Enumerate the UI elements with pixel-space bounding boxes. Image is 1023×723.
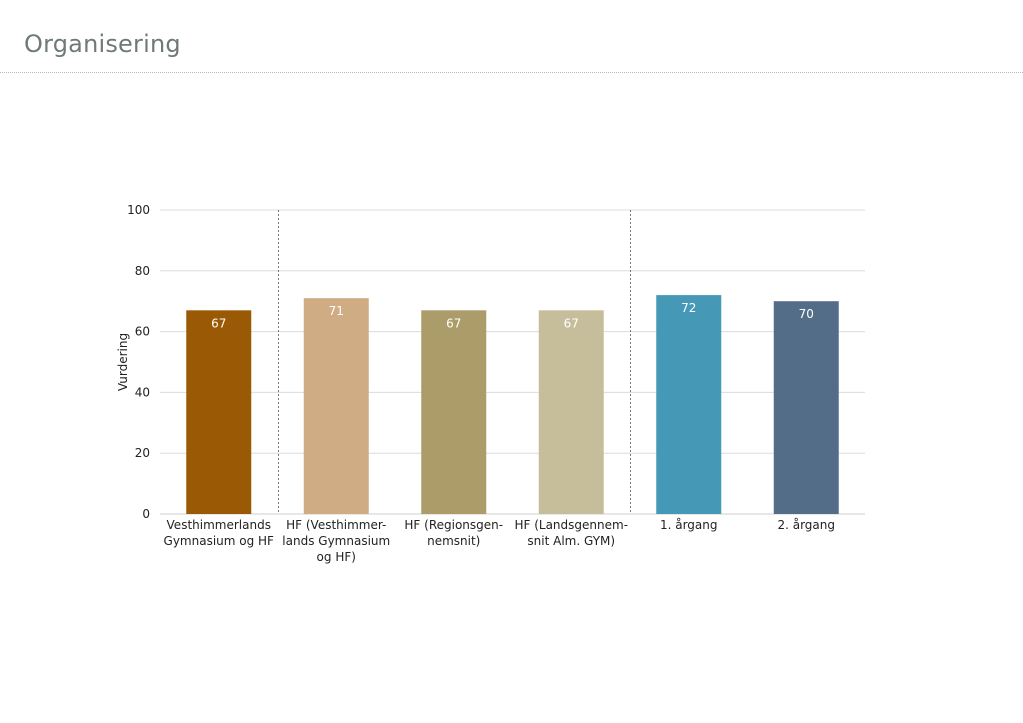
grid-lines (160, 209, 865, 515)
y-tick-label: 100 (127, 203, 150, 217)
bar (538, 310, 604, 514)
bar-value-label: 71 (329, 304, 344, 318)
data-labels: 67 71 67 67 72 70 (211, 301, 814, 330)
group-separators (278, 210, 631, 514)
bar-value-label: 67 (211, 316, 226, 330)
x-category-label: HF (Regionsgen- (404, 518, 503, 532)
y-axis-title: Vurdering (116, 333, 130, 391)
x-category-label: og HF) (317, 550, 356, 564)
x-category-label: HF (Landsgennem- (514, 518, 628, 532)
y-tick-label: 0 (142, 507, 150, 521)
y-tick-label: 60 (135, 325, 150, 339)
x-category-label: 2. årgang (777, 518, 835, 532)
bars (186, 295, 839, 514)
bar (421, 310, 487, 514)
y-axis-ticks: 0 20 40 60 80 100 (127, 203, 150, 521)
bar-value-label: 70 (799, 307, 814, 321)
bar (186, 310, 252, 514)
bar-value-label: 72 (681, 301, 696, 315)
x-category-label: lands Gymnasium (282, 534, 390, 548)
bar (773, 301, 839, 514)
y-tick-label: 20 (135, 446, 150, 460)
bar-value-label: 67 (446, 316, 461, 330)
bar (303, 298, 369, 514)
x-category-label: 1. årgang (660, 518, 718, 532)
y-tick-label: 80 (135, 264, 150, 278)
x-category-label: Vesthimmerlands (167, 518, 271, 532)
x-category-label: HF (Vesthimmer- (286, 518, 386, 532)
x-category-label: Gymnasium og HF (164, 534, 275, 548)
page-title: Organisering (24, 30, 181, 58)
x-category-label: nemsnit) (427, 534, 480, 548)
x-axis-categories: Vesthimmerlands Gymnasium og HF HF (Vesthi… (164, 518, 836, 564)
y-tick-label: 40 (135, 385, 150, 399)
title-divider (0, 72, 1023, 73)
bar-value-label: 67 (564, 316, 579, 330)
bar (656, 295, 722, 514)
x-category-label: snit Alm. GYM) (527, 534, 615, 548)
